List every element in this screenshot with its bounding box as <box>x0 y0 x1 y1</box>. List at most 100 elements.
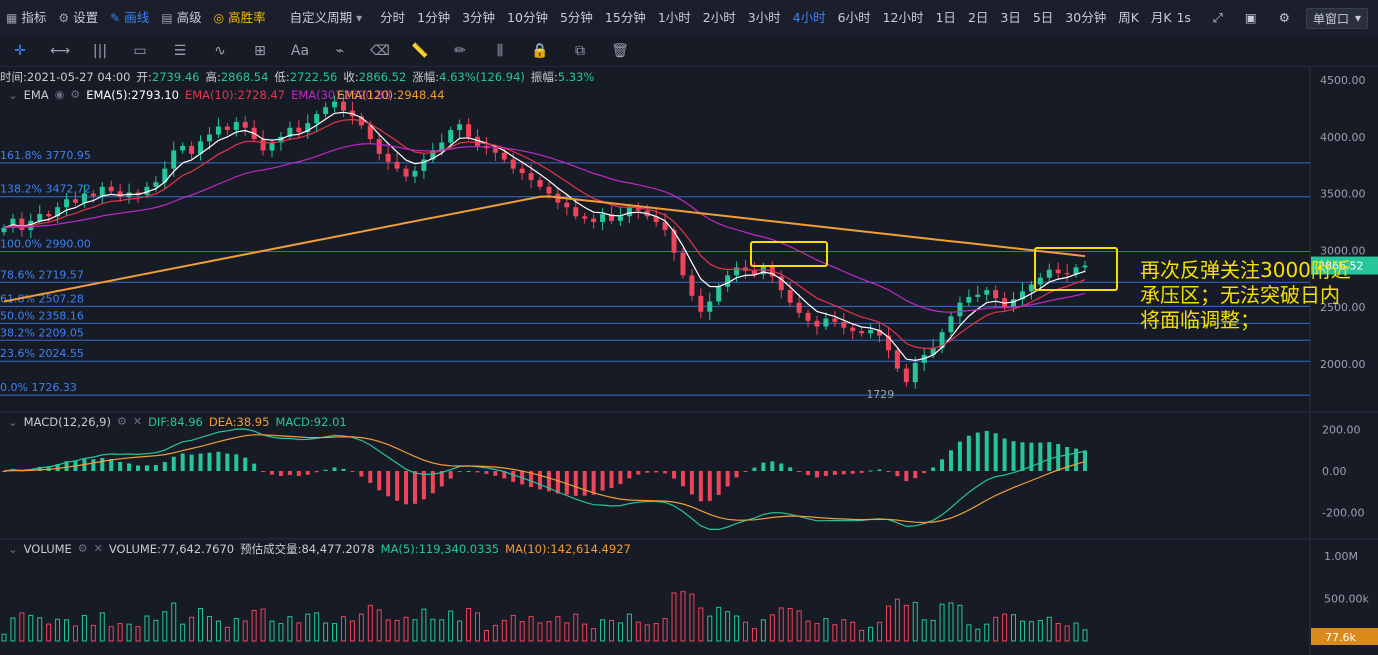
macd-bar <box>1029 442 1034 471</box>
period-tab[interactable]: 5日 <box>1032 10 1054 25</box>
indicators-button[interactable]: ▦ 指标 <box>0 0 52 36</box>
period-tab[interactable]: 3日 <box>1000 10 1021 25</box>
close-icon[interactable]: ✕ <box>93 542 103 555</box>
trash-icon[interactable]: 🗑 <box>611 43 629 59</box>
period-tab[interactable]: 30分钟 <box>1065 10 1107 25</box>
measure-icon[interactable]: ⊞ <box>254 43 266 59</box>
period-tab[interactable]: 6小时 <box>837 10 871 25</box>
custom-period-dropdown[interactable]: 自定义周期 ▾ <box>284 0 369 36</box>
macd-bar <box>1065 446 1070 471</box>
draw-button[interactable]: ✎ 画线 <box>104 0 155 36</box>
candle-body <box>1019 291 1025 300</box>
volume-bar <box>305 613 311 642</box>
period-tab[interactable]: 1小时 <box>657 10 691 25</box>
text-icon[interactable]: Aa <box>290 43 310 59</box>
copy-icon[interactable]: ⧉ <box>575 43 585 59</box>
candle-body <box>323 107 329 115</box>
candle-body <box>457 124 463 130</box>
volume-bar <box>796 610 802 642</box>
fib-label: 23.6% 2024.55 <box>0 347 84 360</box>
volume-bar <box>64 619 70 642</box>
candle-body <box>760 266 766 275</box>
chart-area[interactable]: 161.8% 3770.95 138.2% 3472.72 100.0% 2990.… <box>0 66 1378 655</box>
eye-icon[interactable]: ◉ <box>54 88 65 101</box>
crosshair-icon[interactable]: ✛ <box>14 43 26 59</box>
advanced-button[interactable]: ▤ 高级 <box>155 0 207 36</box>
macd-bar <box>136 465 141 471</box>
rectangle-icon[interactable]: ▭ <box>133 43 147 59</box>
interval-1s-button[interactable]: 1s <box>1176 10 1191 25</box>
macd-bar <box>412 471 417 504</box>
period-tab[interactable]: 周K <box>1118 10 1139 25</box>
volume-bar <box>716 606 722 642</box>
pen-icon: ✎ <box>110 11 121 25</box>
candle-icon[interactable]: ⫼ <box>496 43 504 59</box>
volume-bar <box>850 621 856 642</box>
macd-bar <box>663 471 668 474</box>
period-tab[interactable]: 2日 <box>967 10 989 25</box>
volume-bar <box>171 602 177 642</box>
macd-bar <box>752 467 757 471</box>
pencil-icon[interactable]: ✏ <box>454 43 466 59</box>
period-tab[interactable]: 1日 <box>935 10 956 25</box>
period-tab[interactable]: 12小时 <box>882 10 924 25</box>
ruler-icon[interactable]: 📏 <box>411 43 429 59</box>
macd-bar <box>618 471 623 485</box>
macd-bar <box>171 456 176 471</box>
volume-bar <box>644 624 650 642</box>
fib-retracement-icon[interactable]: ☰ <box>173 43 187 59</box>
macd-bar <box>841 471 846 475</box>
collapse-icon[interactable]: ⌄ <box>8 88 18 102</box>
macd-bar <box>627 471 632 479</box>
volume-bar <box>1037 619 1043 642</box>
macd-bar <box>716 471 721 495</box>
fib-label: 161.8% 3770.95 <box>0 149 91 162</box>
winrate-button[interactable]: ◎ 高胜率 <box>208 0 272 36</box>
volume-bar <box>1055 622 1061 642</box>
screenshot-icon[interactable]: ▣ <box>1244 10 1257 25</box>
parallel-lines-icon[interactable]: ||| <box>92 43 108 59</box>
candle-body <box>287 127 293 137</box>
macd-bar <box>2 471 6 472</box>
window-mode-dropdown[interactable]: 单窗口 ▾ <box>1305 7 1368 29</box>
period-tab[interactable]: 2小时 <box>702 10 736 25</box>
period-tab[interactable]: 15分钟 <box>604 10 646 25</box>
period-tab[interactable]: 5分钟 <box>559 10 593 25</box>
fullscreen-icon[interactable]: ⤢ <box>1212 10 1223 25</box>
period-tab[interactable]: 4小时 <box>792 10 826 25</box>
period-tab[interactable]: 10分钟 <box>507 10 548 25</box>
candle-body <box>1 227 7 233</box>
collapse-icon[interactable]: ⌄ <box>8 415 18 429</box>
close-icon[interactable]: ✕ <box>132 415 143 428</box>
volume-bar <box>501 619 507 642</box>
volume-bar <box>582 623 588 642</box>
gear-icon[interactable]: ⚙ <box>116 415 127 428</box>
candle-body <box>957 302 963 317</box>
candle-body <box>1046 269 1052 278</box>
candle-body <box>725 275 731 287</box>
candle-body <box>698 295 704 312</box>
horizontal-ray-icon[interactable]: ⟷ <box>49 43 71 59</box>
eraser-icon[interactable]: ⌫ <box>370 43 390 59</box>
volume-bar <box>46 623 52 642</box>
highlight-box <box>1034 247 1118 291</box>
collapse-icon[interactable]: ⌄ <box>8 542 18 556</box>
gear-icon[interactable]: ⚙ <box>77 542 88 555</box>
period-tab[interactable]: 月K <box>1150 10 1172 25</box>
brush-icon[interactable]: ⌁ <box>335 43 345 59</box>
period-tab[interactable]: 3分钟 <box>462 10 496 25</box>
lock-icon[interactable]: 🔒 <box>531 43 549 59</box>
settings-button[interactable]: ⚙ 设置 <box>52 0 104 36</box>
wave-icon[interactable]: ∿ <box>214 43 226 59</box>
period-tab[interactable]: 1分钟 <box>417 10 451 25</box>
volume-bar <box>725 611 731 642</box>
period-tab[interactable]: 3小时 <box>747 10 781 25</box>
volume-bar <box>1046 616 1052 642</box>
gear-icon[interactable]: ⚙ <box>70 88 81 101</box>
settings-icon[interactable]: ⚙ <box>1278 10 1290 25</box>
volume-bar <box>117 623 123 642</box>
chart-annotation[interactable]: 再次反弹关注3000附近 承压区；无法突破日内 将面临调整； <box>1140 258 1351 332</box>
volume-bar <box>332 623 338 642</box>
candle-body <box>1082 265 1088 268</box>
period-tab[interactable]: 分时 <box>380 10 406 25</box>
